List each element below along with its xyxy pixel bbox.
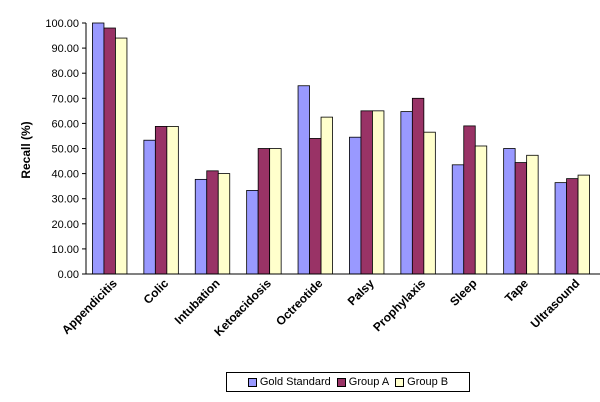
- y-tick-label: 100.00: [45, 18, 79, 30]
- bar-gold-standard-prophylaxis: [400, 111, 413, 275]
- x-category-label-palsy: Palsy: [345, 276, 377, 308]
- y-tick-label: 50.00: [51, 144, 79, 156]
- bar-group-a-ketoacidosis: [257, 148, 271, 275]
- bar-group-b-appendicitis: [115, 37, 128, 275]
- bar-group-b-prophylaxis: [423, 131, 436, 275]
- y-tick-label: 60.00: [51, 118, 79, 130]
- x-category-label-intubation: Intubation: [172, 276, 223, 327]
- legend-label-gold-standard: Gold Standard: [259, 376, 331, 388]
- y-tick-label: 80.00: [51, 68, 79, 80]
- chart-legend: Gold Standard Group A Group B: [226, 372, 470, 392]
- legend-item-group-b: Group B: [395, 376, 448, 388]
- y-tick-label: 70.00: [51, 93, 79, 105]
- bar-series: [92, 22, 590, 275]
- bar-gold-standard-octreotide: [297, 85, 310, 275]
- bar-group-a-colic: [154, 126, 168, 275]
- bar-gold-standard-colic: [143, 139, 156, 275]
- bar-gold-standard-intubation: [194, 178, 208, 275]
- legend-swatch-gold-standard: [247, 377, 257, 387]
- bar-gold-standard-palsy: [349, 136, 362, 275]
- bar-group-b-ketoacidosis: [269, 148, 282, 275]
- y-tick-label: 40.00: [51, 169, 79, 181]
- y-tick-label: 90.00: [51, 43, 79, 55]
- legend-label-group-a: Group A: [348, 376, 390, 388]
- bar-group-b-ultrasound: [577, 174, 590, 275]
- x-category-label-sleep: Sleep: [447, 276, 480, 309]
- bar-group-a-intubation: [206, 170, 219, 275]
- y-tick-label: 20.00: [51, 219, 79, 231]
- y-axis-title: Recall (%): [19, 121, 33, 178]
- x-category-label-tape: Tape: [502, 276, 531, 305]
- bar-gold-standard-ketoacidosis: [246, 190, 259, 275]
- bar-group-a-appendicitis: [103, 27, 116, 275]
- bar-group-a-octreotide: [309, 138, 322, 275]
- legend-swatch-group-a: [336, 377, 346, 387]
- bar-group-a-tape: [514, 162, 528, 275]
- legend-label-group-b: Group B: [407, 376, 449, 388]
- y-tick-label: 0.00: [58, 269, 79, 281]
- y-tick-label: 10.00: [51, 244, 79, 256]
- x-category-label-colic: Colic: [141, 276, 172, 307]
- bar-group-a-sleep: [463, 125, 476, 275]
- x-category-label-appendicitis: Appendicitis: [59, 276, 120, 337]
- bar-group-a-palsy: [360, 110, 373, 275]
- bar-gold-standard-sleep: [451, 164, 465, 275]
- bar-group-b-octreotide: [320, 116, 333, 275]
- bar-gold-standard-tape: [503, 148, 516, 275]
- bar-gold-standard-appendicitis: [92, 22, 105, 275]
- legend-swatch-group-b: [395, 377, 405, 387]
- bar-group-a-ultrasound: [566, 178, 579, 275]
- y-axis-ticks: 0.00 10.00 20.00 30.00 40.00 50.00 60.00 70.00 8…: [45, 18, 86, 281]
- bar-group-b-intubation: [217, 173, 231, 275]
- axes: [85, 23, 600, 275]
- bar-gold-standard-ultrasound: [554, 182, 567, 275]
- x-category-label-prophylaxis: Prophylaxis: [370, 276, 428, 334]
- bar-group-b-palsy: [372, 110, 385, 275]
- bar-group-b-sleep: [474, 145, 488, 275]
- x-category-label-octreotide: Octreotide: [273, 276, 326, 329]
- bar-group-b-colic: [166, 126, 179, 275]
- legend-item-gold-standard: Gold Standard: [247, 376, 331, 388]
- bar-group-b-tape: [526, 154, 539, 275]
- legend-item-group-a: Group A: [336, 376, 390, 388]
- y-tick-label: 30.00: [51, 194, 79, 206]
- bar-group-a-prophylaxis: [411, 97, 425, 275]
- x-category-label-ultrasound: Ultrasound: [528, 276, 583, 331]
